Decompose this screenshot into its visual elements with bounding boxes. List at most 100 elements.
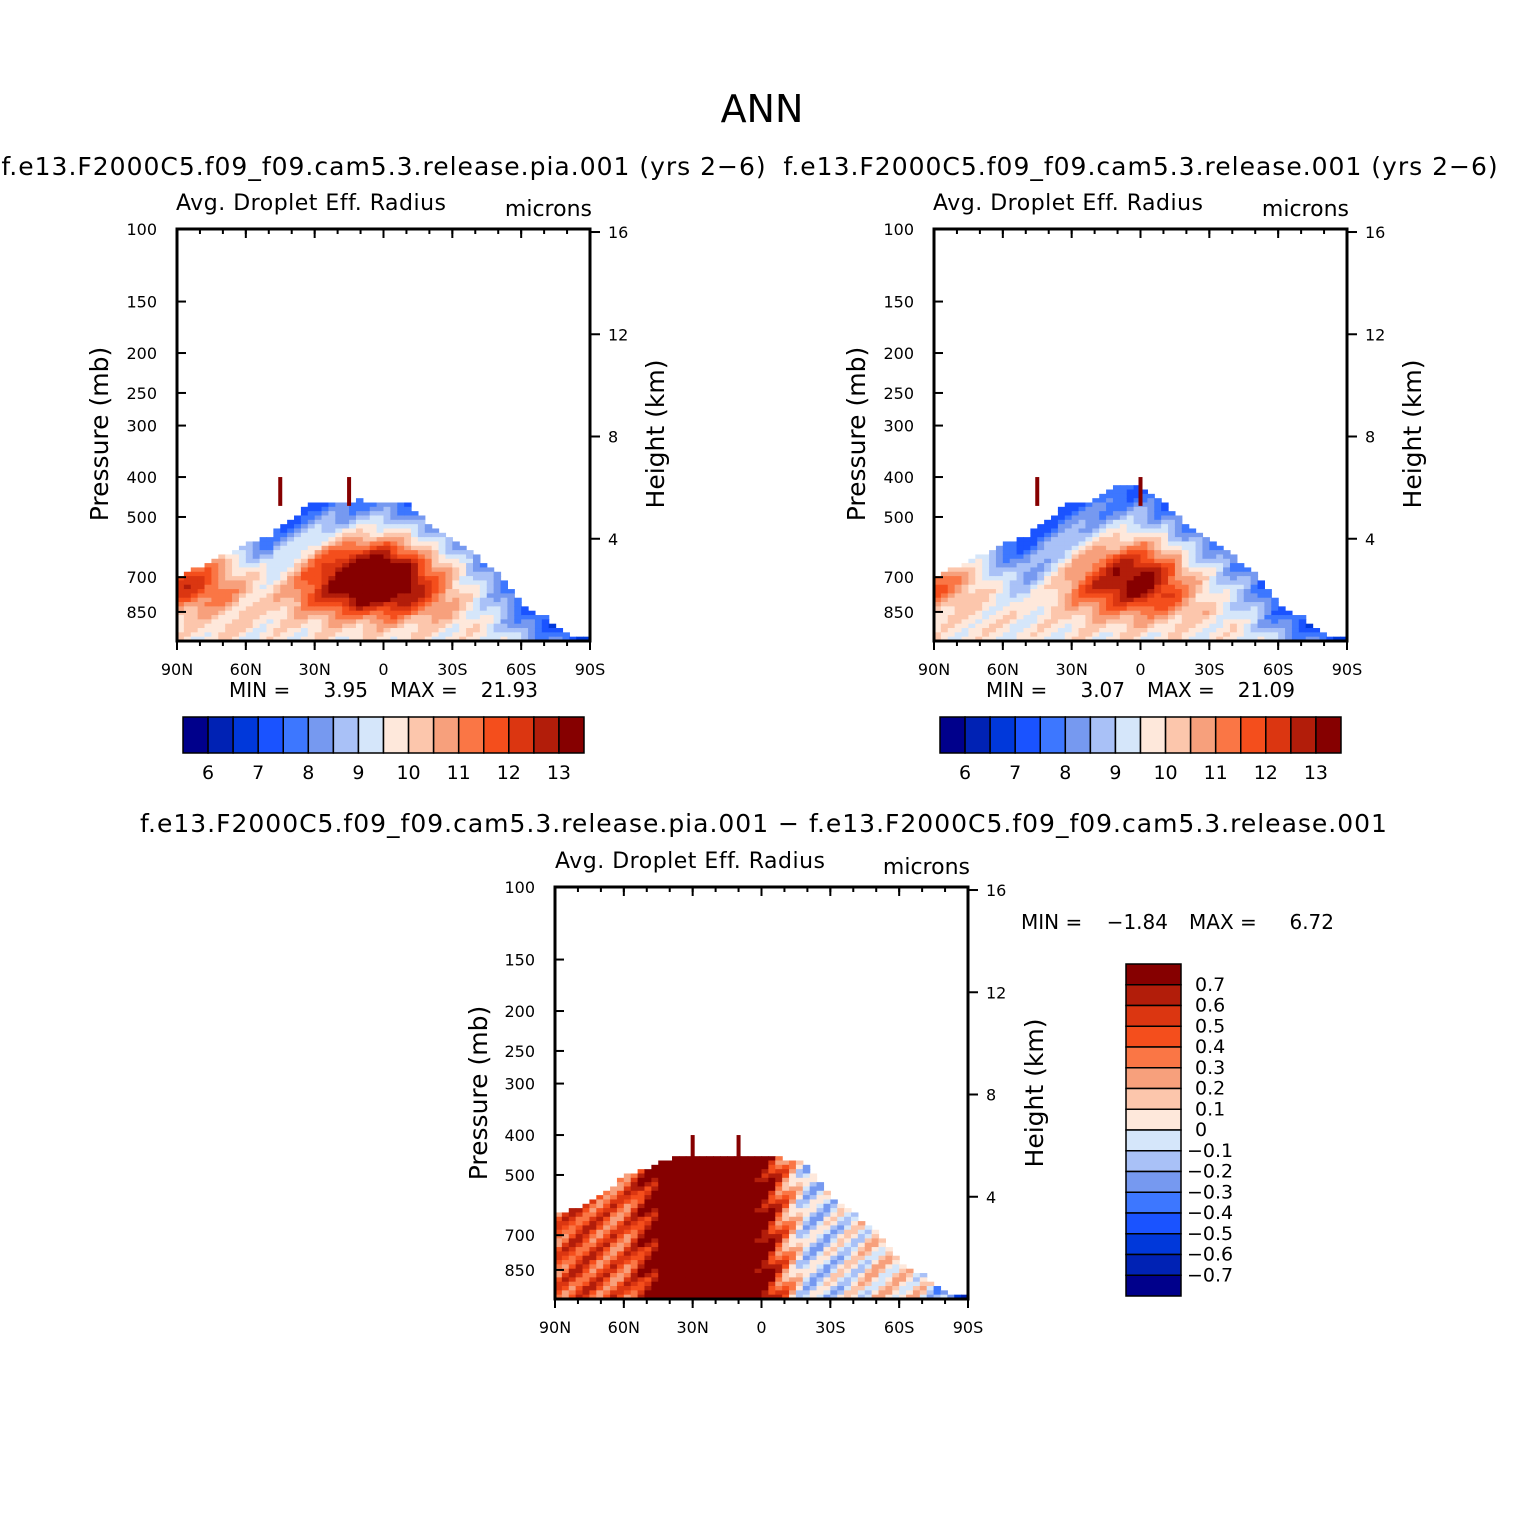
field-cell <box>1257 584 1265 590</box>
field-cell <box>431 558 440 564</box>
field-cell <box>376 515 385 521</box>
field-cell <box>603 1190 611 1196</box>
field-cell <box>1064 593 1073 599</box>
field-cell <box>1147 567 1155 573</box>
field-cell <box>871 1277 880 1283</box>
field-cell <box>871 1268 880 1274</box>
field-cell <box>713 1160 721 1166</box>
field-cell <box>1250 628 1259 633</box>
field-cell <box>204 619 213 625</box>
field-cell <box>493 580 502 586</box>
field-cell <box>672 1273 680 1278</box>
field-cell <box>362 628 371 633</box>
field-cell <box>1209 619 1217 625</box>
field-cell <box>651 1238 659 1244</box>
field-cell <box>947 610 956 616</box>
field-cell <box>417 537 426 543</box>
field-cell <box>1064 619 1073 625</box>
panel-diff-min-value: −1.84 <box>1107 910 1168 934</box>
field-cell <box>616 1251 625 1257</box>
field-cell <box>445 537 453 543</box>
field-cell <box>630 1221 639 1227</box>
field-cell <box>1106 550 1114 556</box>
field-cell <box>349 636 357 642</box>
field-cell <box>1223 593 1231 599</box>
field-cell <box>1112 506 1121 512</box>
field-cell <box>1106 502 1114 508</box>
field-cell <box>940 584 949 590</box>
field-cell <box>1147 493 1155 499</box>
field-cell <box>651 1221 659 1227</box>
field-cell <box>1216 619 1224 625</box>
field-cell <box>1044 519 1052 525</box>
field-cell <box>183 636 192 642</box>
field-cell <box>623 1225 632 1231</box>
field-cell <box>589 1255 597 1261</box>
field-cell <box>1106 563 1114 569</box>
field-cell <box>1285 628 1293 633</box>
field-cell <box>954 567 963 573</box>
field-cell <box>720 1160 728 1166</box>
field-cell <box>197 602 206 607</box>
field-cell <box>982 576 990 582</box>
field-cell <box>314 541 323 547</box>
field-cell <box>294 515 302 521</box>
field-cell <box>438 602 447 607</box>
field-cell <box>211 593 219 599</box>
field-cell <box>397 558 405 564</box>
field-cell <box>342 571 350 577</box>
field-cell <box>397 524 405 530</box>
field-cell <box>706 1160 714 1166</box>
field-cell <box>809 1238 818 1244</box>
field-cell <box>342 580 350 586</box>
field-cell <box>1154 506 1162 512</box>
field-cell <box>1161 610 1169 616</box>
field-cell <box>740 1216 749 1222</box>
field-cell <box>528 636 536 642</box>
field-cell <box>995 597 1004 603</box>
field-cell <box>1133 580 1142 586</box>
field-cell <box>328 545 336 551</box>
field-cell <box>342 584 350 590</box>
field-cell <box>830 1208 838 1214</box>
field-cell <box>989 628 997 633</box>
colorbar-box <box>1125 1274 1182 1297</box>
field-cell <box>844 1225 852 1231</box>
field-cell <box>699 1286 708 1291</box>
field-cell <box>761 1182 769 1188</box>
field-cell <box>782 1160 790 1166</box>
field-cell <box>740 1229 749 1235</box>
field-cell <box>940 571 949 577</box>
field-cell <box>266 550 274 556</box>
field-cell <box>961 1294 969 1300</box>
field-cell <box>768 1234 776 1240</box>
field-cell <box>727 1177 735 1183</box>
field-cell <box>259 610 268 616</box>
field-cell <box>596 1221 604 1227</box>
field-cell <box>830 1251 838 1257</box>
field-cell <box>349 580 357 586</box>
field-cell <box>376 628 385 633</box>
field-cell <box>1223 619 1231 625</box>
field-cell <box>775 1238 783 1244</box>
field-cell <box>424 550 433 556</box>
field-cell <box>294 632 302 638</box>
field-cell <box>692 1281 701 1287</box>
field-cell <box>1278 619 1286 625</box>
field-cell <box>472 606 481 612</box>
field-cell <box>775 1277 783 1283</box>
field-cell <box>1099 554 1107 560</box>
field-cell <box>1126 632 1135 638</box>
field-cell <box>706 1212 714 1218</box>
field-cell <box>1154 502 1162 508</box>
field-cell <box>486 606 495 612</box>
field-cell <box>823 1195 831 1201</box>
field-cell <box>1009 632 1018 638</box>
field-cell <box>362 532 371 538</box>
field-cell <box>376 589 385 594</box>
field-cell <box>1161 563 1169 569</box>
field-cell <box>1147 545 1155 551</box>
field-cell <box>369 619 378 625</box>
field-cell <box>603 1251 611 1257</box>
field-cell <box>1119 515 1128 521</box>
